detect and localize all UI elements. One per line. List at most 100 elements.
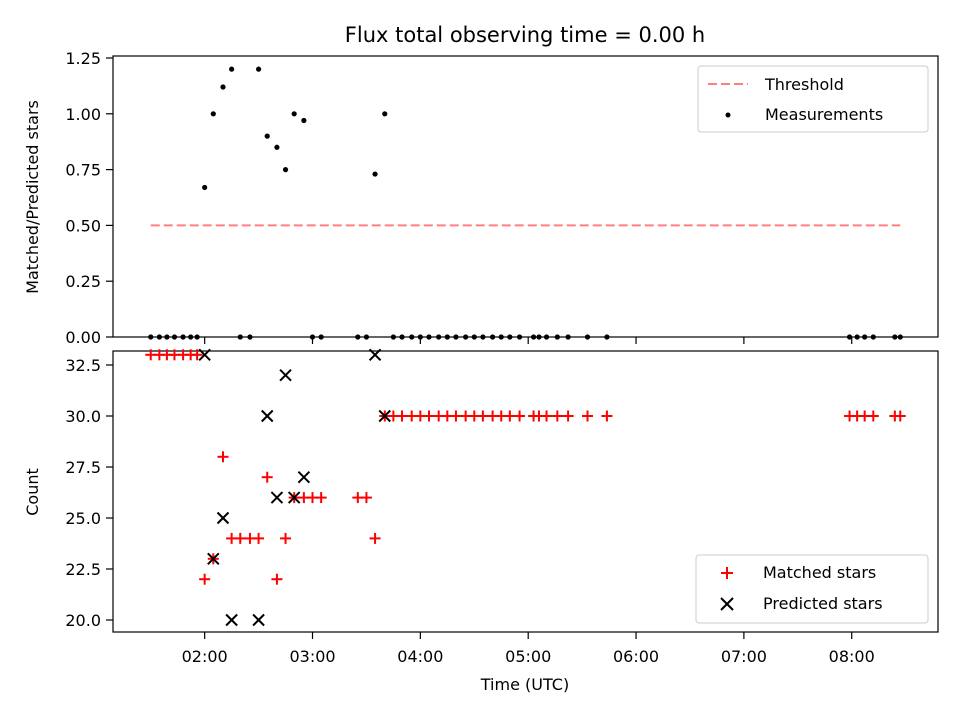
top-y-ticks: 0.00 0.25 0.50 0.75 1.00 1.25 [65,49,113,347]
predicted-star-point [252,613,265,627]
top-y-tick-label: 1.00 [65,105,101,124]
measurement-point [264,133,270,139]
x-tick-label: 05:00 [505,647,551,666]
top-panel: Matched/Predicted stars 0.00 0.25 0.50 0.75… [23,49,939,347]
x-tick-label: 03:00 [289,647,335,666]
legend-measurements-label: Measurements [765,105,883,124]
measurement-point [444,334,450,340]
measurement-point [507,334,513,340]
measurement-point [453,334,459,340]
measurement-point [846,334,853,340]
x-tick-label: 02:00 [182,647,228,666]
top-y-tick-label: 0.75 [65,161,101,180]
measurement-point [490,334,496,340]
bottom-y-tick-label: 32.5 [65,356,101,375]
measurement-point [274,144,280,150]
matched-star-point [261,471,273,483]
measurement-point [390,334,396,340]
measurement-point [363,334,370,340]
predicted-star-point [378,409,391,423]
matched-star-point [423,410,435,422]
bottom-y-axis-label: Count [23,468,42,516]
matched-star-point [234,532,246,544]
matched-star-point [477,410,489,422]
predicted-star-point [270,491,284,504]
matched-stars-series [145,349,906,585]
matched-star-point [562,410,574,422]
measurement-point [255,66,262,72]
matched-star-point [280,532,292,544]
bottom-y-ticks: 20.0 22.5 25.0 27.5 30.0 32.5 [65,356,113,630]
matched-star-point [867,410,879,422]
measurement-point [892,334,898,340]
top-panel-frame [112,55,939,338]
top-y-axis-label: Matched/Predicted stars [23,100,42,294]
predicted-stars-series [198,348,391,627]
predicted-star-point [225,613,238,627]
top-legend-box [697,65,929,133]
bottom-legend-box [695,554,929,624]
legend-predicted-swatch [720,597,734,611]
measurement-point [355,334,361,340]
matched-star-point [191,349,203,361]
measurement-point [530,334,537,340]
matched-star-point [315,492,327,504]
x-tick-label: 04:00 [397,647,443,666]
measurement-point [870,334,876,340]
bottom-x-ticks: 02:00 03:00 04:00 05:00 06:00 07:00 08:00 [182,632,875,666]
measurement-point [417,334,423,340]
measurement-point [584,334,591,340]
predicted-star-point [261,409,274,423]
measurement-point [318,334,324,340]
measurement-point [471,334,477,340]
measurement-point [436,334,442,340]
measurement-point [171,334,178,340]
measurement-point [554,334,560,340]
bottom-y-tick-label: 25.0 [65,509,101,528]
measurement-point [180,334,186,340]
bottom-panel-frame [112,350,939,633]
measurement-point [565,334,571,340]
predicted-star-point [216,511,230,525]
measurement-point [862,334,868,340]
x-tick-label: 08:00 [829,647,875,666]
predicted-star-point [198,348,211,362]
measurement-point [188,334,194,340]
measurement-point [164,334,170,340]
measurement-point [194,334,200,340]
measurement-point [372,171,378,177]
measurement-point [409,334,415,340]
predicted-star-point [207,552,220,566]
measurement-point [604,334,610,340]
measurement-point [897,334,903,340]
measurement-point [426,334,432,340]
measurements-series [148,66,903,340]
matched-star-point [253,532,265,544]
x-axis-label: Time (UTC) [480,675,569,694]
matched-star-point [360,492,372,504]
matched-star-point [551,410,563,422]
legend-threshold-label: Threshold [764,75,844,94]
top-y-tick-label: 0.50 [65,216,101,235]
predicted-star-point [287,491,301,504]
measurement-point [148,334,154,340]
bottom-y-tick-label: 22.5 [65,560,101,579]
matched-star-point [450,410,462,422]
measurement-point [282,167,289,173]
top-legend: Threshold Measurements [697,65,929,133]
x-tick-label: 07:00 [721,647,767,666]
bottom-y-tick-label: 30.0 [65,407,101,426]
measurement-point [291,111,297,117]
bottom-panel: Count Time (UTC) 20.0 22.5 25.0 27.5 30.0 32.… [23,348,939,694]
measurement-point [156,334,162,340]
matched-star-point [601,410,613,422]
matched-star-point [582,410,594,422]
predicted-star-point [279,368,292,382]
measurement-point [301,117,307,124]
x-tick-label: 06:00 [613,647,659,666]
top-y-tick-label: 0.25 [65,272,101,291]
legend-measurements-swatch [725,112,731,118]
measurement-point [210,111,216,117]
matched-star-point [894,410,906,422]
